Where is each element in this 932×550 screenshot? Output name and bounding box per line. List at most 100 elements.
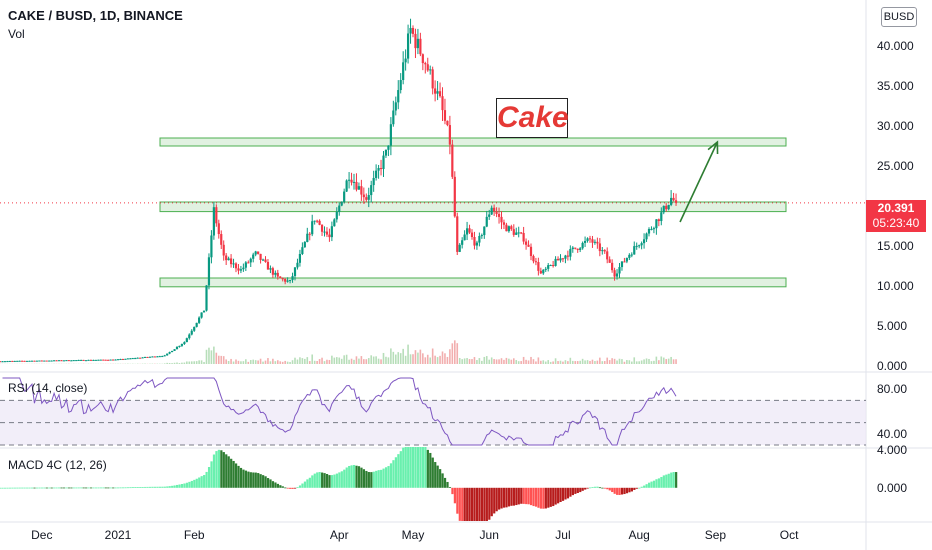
candle-body <box>227 258 230 261</box>
macd-histogram-bar <box>414 447 417 488</box>
candle-body <box>306 233 309 242</box>
volume-bar <box>471 359 473 364</box>
candle-body <box>291 276 294 280</box>
macd-histogram-bar <box>382 468 385 488</box>
macd-histogram-bar <box>429 452 432 488</box>
macd-histogram-bar <box>161 486 164 488</box>
volume-bar <box>591 359 594 364</box>
volume-bar <box>259 358 262 364</box>
macd-histogram-bar <box>77 487 80 489</box>
volume-bar <box>525 359 527 364</box>
volume-bar <box>323 361 326 364</box>
volume-bar <box>589 360 591 364</box>
candle-body <box>340 201 343 206</box>
macd-histogram-bar <box>584 487 587 490</box>
candle-body <box>178 345 181 347</box>
volume-bar <box>230 358 232 364</box>
candle-body <box>168 352 171 354</box>
macd-histogram-bar <box>340 471 343 488</box>
candle-body <box>311 221 314 235</box>
macd-histogram-bar <box>616 487 619 495</box>
candle-body <box>647 229 651 234</box>
macd-histogram-bar <box>269 479 272 488</box>
volume-bar <box>493 359 495 364</box>
macd-histogram-bar <box>94 487 98 489</box>
macd-histogram-bar <box>321 472 324 488</box>
candle-body <box>458 244 461 252</box>
candle-body <box>84 360 88 362</box>
volume-bar <box>439 355 441 364</box>
volume-bar <box>392 351 395 364</box>
volume-bar <box>488 359 491 364</box>
macd-histogram-bar <box>416 447 420 488</box>
volume-bar <box>183 362 186 364</box>
candle-body <box>82 359 85 361</box>
candle-body <box>414 33 417 49</box>
candle-body <box>510 226 513 230</box>
volume-bar <box>628 360 631 364</box>
macd-histogram-bar <box>50 487 53 489</box>
rsi-line <box>2 377 677 446</box>
volume-bar <box>542 360 545 364</box>
volume-bar <box>279 361 282 364</box>
macd-histogram-bar <box>372 471 375 488</box>
macd-histogram-bar <box>380 469 383 488</box>
candle-body <box>665 205 668 210</box>
candle-body <box>539 270 542 274</box>
candle-body <box>606 251 609 260</box>
candle-body <box>630 254 633 256</box>
volume-bar <box>606 357 609 364</box>
macd-histogram-bar <box>625 487 629 494</box>
candle-body <box>141 357 144 359</box>
volume-bar <box>535 361 537 364</box>
macd-histogram-bar <box>298 485 302 488</box>
macd-histogram-bar <box>129 487 132 489</box>
volume-bar <box>397 352 400 364</box>
macd-histogram-bar <box>13 487 16 489</box>
macd-histogram-bar <box>338 472 341 488</box>
candle-body <box>522 232 525 242</box>
macd-histogram-bar <box>92 487 95 489</box>
macd-histogram-bar <box>75 487 78 489</box>
candle-body <box>416 38 420 49</box>
macd-histogram-bar <box>389 463 393 488</box>
candle-body <box>500 216 503 223</box>
macd-histogram-bar <box>471 487 474 521</box>
volume-bar <box>276 360 279 364</box>
volume-bar <box>340 358 343 364</box>
candle-body <box>136 357 139 359</box>
candle-body <box>202 310 206 313</box>
volume-bar <box>473 357 476 364</box>
candle-body <box>461 240 464 245</box>
macd-histogram-bar <box>480 487 484 521</box>
candle-body <box>608 259 611 263</box>
volume-bar <box>650 361 653 364</box>
macd-histogram-bar <box>350 465 353 488</box>
macd-histogram-bar <box>303 481 307 488</box>
candle-body <box>365 197 368 200</box>
macd-histogram-bar <box>301 483 304 488</box>
macd-histogram-bar <box>353 464 356 488</box>
candle-body <box>126 358 129 360</box>
candle-body <box>625 257 628 262</box>
volume-bar <box>638 361 640 364</box>
volume-bar <box>508 358 510 364</box>
candle-body <box>325 231 329 235</box>
macd-histogram-bar <box>205 471 208 488</box>
volume-bar <box>576 361 579 364</box>
macd-histogram-bar <box>564 487 567 500</box>
macd-histogram-bar <box>522 487 525 504</box>
macd-histogram-bar <box>446 481 449 488</box>
macd-histogram-bar <box>571 487 574 496</box>
currency-button[interactable]: BUSD <box>881 7 917 27</box>
candle-body <box>173 349 176 351</box>
macd-histogram-bar <box>134 487 137 488</box>
volume-bar <box>490 357 493 364</box>
volume-bar <box>264 360 267 364</box>
candle-body <box>320 224 324 232</box>
macd-histogram-bar <box>117 487 120 489</box>
candle-body <box>286 280 289 282</box>
volume-bar <box>328 359 331 364</box>
macd-histogram-bar <box>176 484 179 488</box>
